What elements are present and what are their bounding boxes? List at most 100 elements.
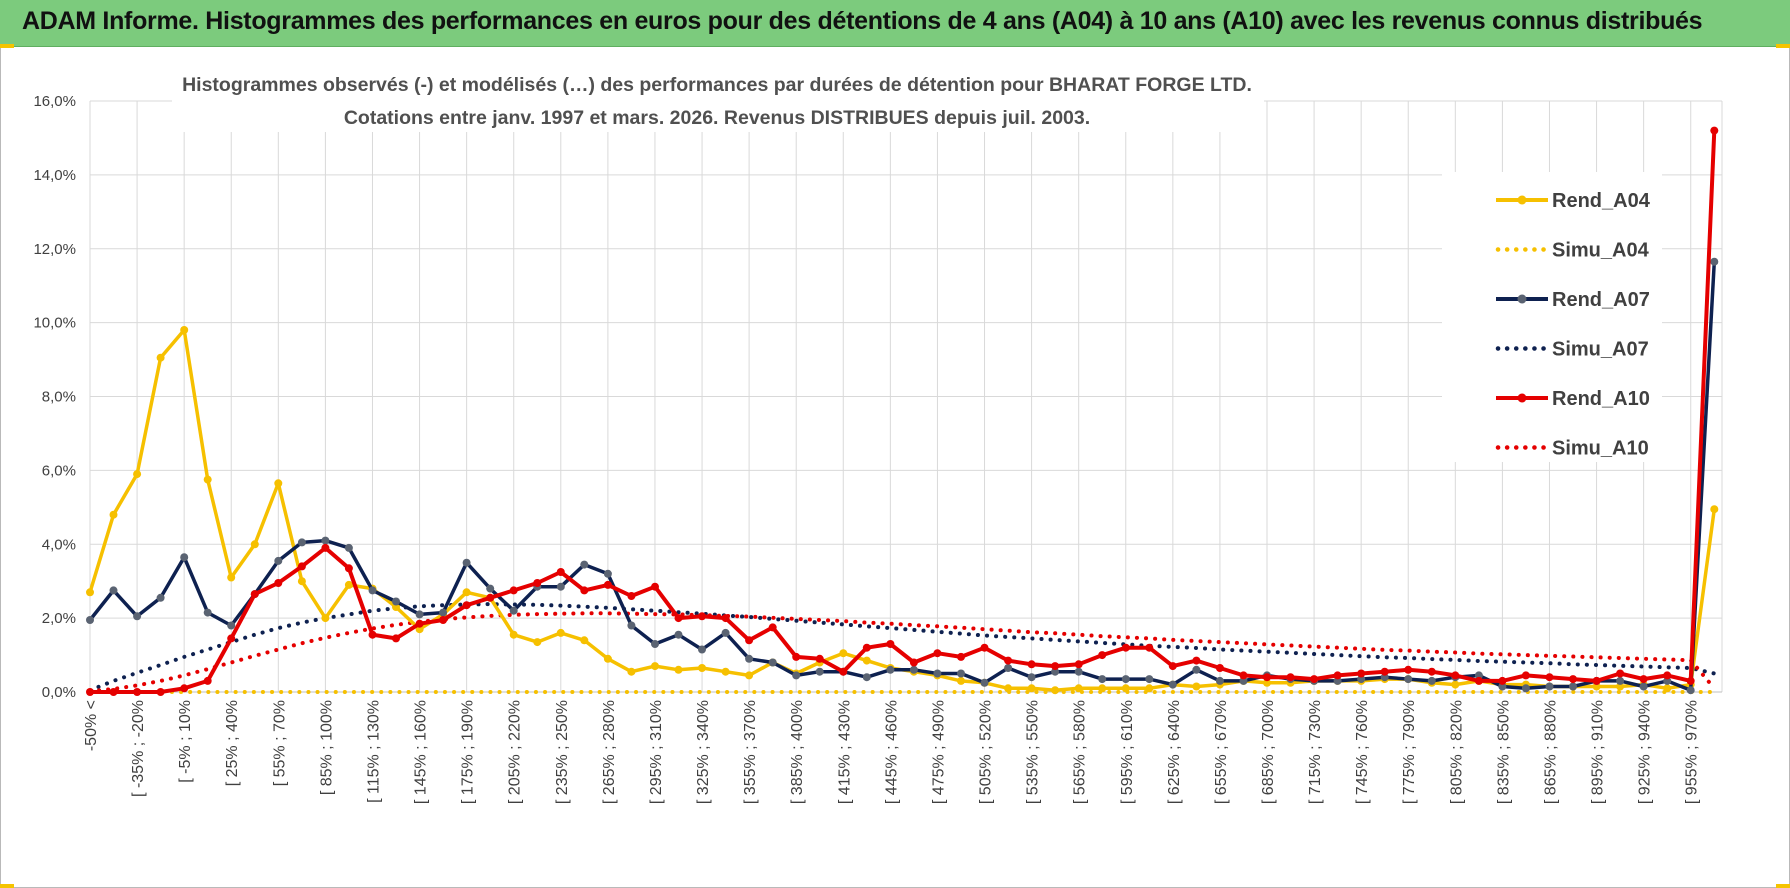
x-tick-label: [ 295% ; 310% [648, 700, 665, 804]
x-axis-ticks: -50% < [ -35% ; -20% [ -5% ; 10% [ 25% ; 40… [83, 700, 1701, 804]
data-point-rend-a07 [227, 621, 236, 630]
y-tick-label: 4,0% [42, 536, 76, 553]
data-point-rend-a04 [156, 353, 165, 362]
x-tick-label: [ 145% ; 160% [413, 700, 430, 804]
data-point-rend-a07 [627, 621, 636, 630]
legend-marker-rend-a04 [1517, 195, 1527, 205]
x-tick-label: [ 505% ; 520% [978, 700, 995, 804]
x-tick-label: [ 865% ; 880% [1542, 700, 1559, 804]
x-tick-label: [ 745% ; 760% [1354, 700, 1371, 804]
x-tick-label: [ 175% ; 190% [460, 700, 477, 804]
data-point-rend-a07 [1051, 667, 1060, 676]
x-tick-label: [ 235% ; 250% [554, 700, 571, 804]
data-point-rend-a10 [933, 649, 942, 658]
x-tick-label: [ 55% ; 70% [271, 700, 288, 786]
data-point-rend-a07 [745, 654, 754, 663]
chart-subtitle: Cotations entre janv. 1997 et mars. 2026… [344, 107, 1090, 129]
data-point-rend-a10 [815, 654, 824, 663]
data-point-rend-a04 [745, 671, 754, 680]
data-point-rend-a10 [721, 614, 730, 623]
chart-title: Histogrammes observés (-) et modélisés (… [182, 74, 1252, 96]
chart-grid [89, 100, 1723, 693]
data-point-rend-a07 [909, 665, 918, 674]
data-point-rend-a10 [321, 543, 330, 552]
data-point-rend-a07 [133, 612, 142, 621]
data-point-rend-a04 [1004, 684, 1013, 693]
data-point-rend-a10 [886, 640, 895, 648]
data-point-rend-a10 [1286, 673, 1295, 682]
data-point-rend-a07 [1215, 676, 1224, 685]
corner-accent [1776, 44, 1790, 48]
chart-title-background [172, 68, 1264, 132]
data-point-rend-a10 [133, 688, 142, 696]
data-point-rend-a10 [439, 616, 448, 624]
data-point-rend-a07 [1357, 675, 1366, 684]
data-point-rend-a10 [344, 564, 353, 573]
y-tick-label: 12,0% [33, 241, 76, 258]
data-point-rend-a04 [1616, 682, 1625, 691]
data-point-rend-a10 [1051, 662, 1060, 671]
x-tick-label: [ 655% ; 670% [1213, 700, 1230, 804]
page-title: ADAM Informe. Histogrammes des performan… [22, 7, 1703, 35]
legend-label-rend-a04: Rend_A04 [1552, 190, 1651, 212]
data-point-rend-a10 [1074, 660, 1083, 669]
corner-accent [0, 884, 14, 888]
x-tick-label: [ 265% ; 280% [601, 700, 618, 804]
data-point-rend-a04 [203, 475, 212, 484]
data-point-rend-a10 [580, 586, 589, 595]
legend-label-simu-a07: Simu_A07 [1552, 339, 1649, 361]
series-line-rend-a07 [88, 261, 1717, 692]
data-point-rend-a07 [556, 582, 565, 591]
legend-label-rend-a07: Rend_A07 [1552, 289, 1650, 311]
data-point-rend-a07 [1663, 676, 1672, 685]
data-point-rend-a10 [1380, 667, 1389, 676]
data-point-rend-a04 [603, 654, 612, 663]
legend-label-simu-a10: Simu_A10 [1552, 438, 1649, 460]
data-point-rend-a04 [1027, 684, 1036, 693]
data-point-rend-a10 [203, 676, 212, 685]
data-point-rend-a07 [1498, 682, 1507, 691]
data-point-rend-a10 [156, 688, 165, 696]
x-tick-label: [ 325% ; 340% [695, 700, 712, 804]
y-axis-ticks: 0,0% 2,0% 4,0% 6,0% 8,0% 10,0% 12,0% 14,0% 16,0% [33, 93, 76, 701]
x-tick-label: [ 835% ; 850% [1495, 700, 1512, 804]
data-point-rend-a10 [909, 658, 918, 667]
data-point-rend-a04 [839, 649, 848, 658]
data-point-rend-a07 [1427, 676, 1436, 685]
data-point-rend-a04 [721, 667, 730, 676]
data-point-rend-a04 [862, 656, 871, 665]
x-tick-label: [ 715% ; 730% [1307, 700, 1324, 804]
data-point-rend-a10 [1404, 665, 1413, 674]
data-point-rend-a10 [462, 601, 471, 610]
data-point-rend-a04 [533, 638, 542, 647]
data-point-rend-a04 [250, 540, 259, 549]
data-point-rend-a04 [1121, 684, 1130, 693]
data-point-rend-a07 [1569, 682, 1577, 691]
data-point-rend-a10 [1592, 676, 1601, 685]
data-point-rend-a10 [180, 684, 189, 693]
data-point-rend-a07 [1121, 675, 1130, 684]
data-point-rend-a10 [1686, 676, 1695, 685]
data-point-rend-a07 [203, 608, 212, 617]
x-tick-label: [ -35% ; -20% [130, 700, 147, 797]
data-point-rend-a10 [627, 592, 636, 600]
data-point-rend-a07 [1710, 257, 1719, 266]
data-point-rend-a07 [768, 658, 777, 667]
data-point-rend-a07 [1027, 673, 1036, 682]
data-point-rend-a10 [768, 623, 777, 632]
data-point-rend-a10 [533, 579, 542, 587]
x-tick-label: [ -5% ; 10% [177, 700, 194, 783]
data-point-rend-a07 [674, 630, 683, 639]
data-point-rend-a07 [886, 665, 895, 674]
data-point-rend-a10 [1521, 671, 1530, 680]
data-point-rend-a10 [1333, 671, 1342, 680]
data-point-rend-a10 [509, 586, 518, 595]
data-point-rend-a07 [933, 669, 942, 678]
data-point-rend-a10 [674, 614, 683, 623]
data-point-rend-a07 [1333, 676, 1342, 685]
data-point-rend-a04 [392, 603, 400, 611]
data-point-rend-a10 [1098, 651, 1107, 660]
data-point-rend-a04 [321, 614, 330, 623]
data-point-rend-a07 [109, 586, 118, 595]
data-point-rend-a10 [1616, 669, 1625, 678]
